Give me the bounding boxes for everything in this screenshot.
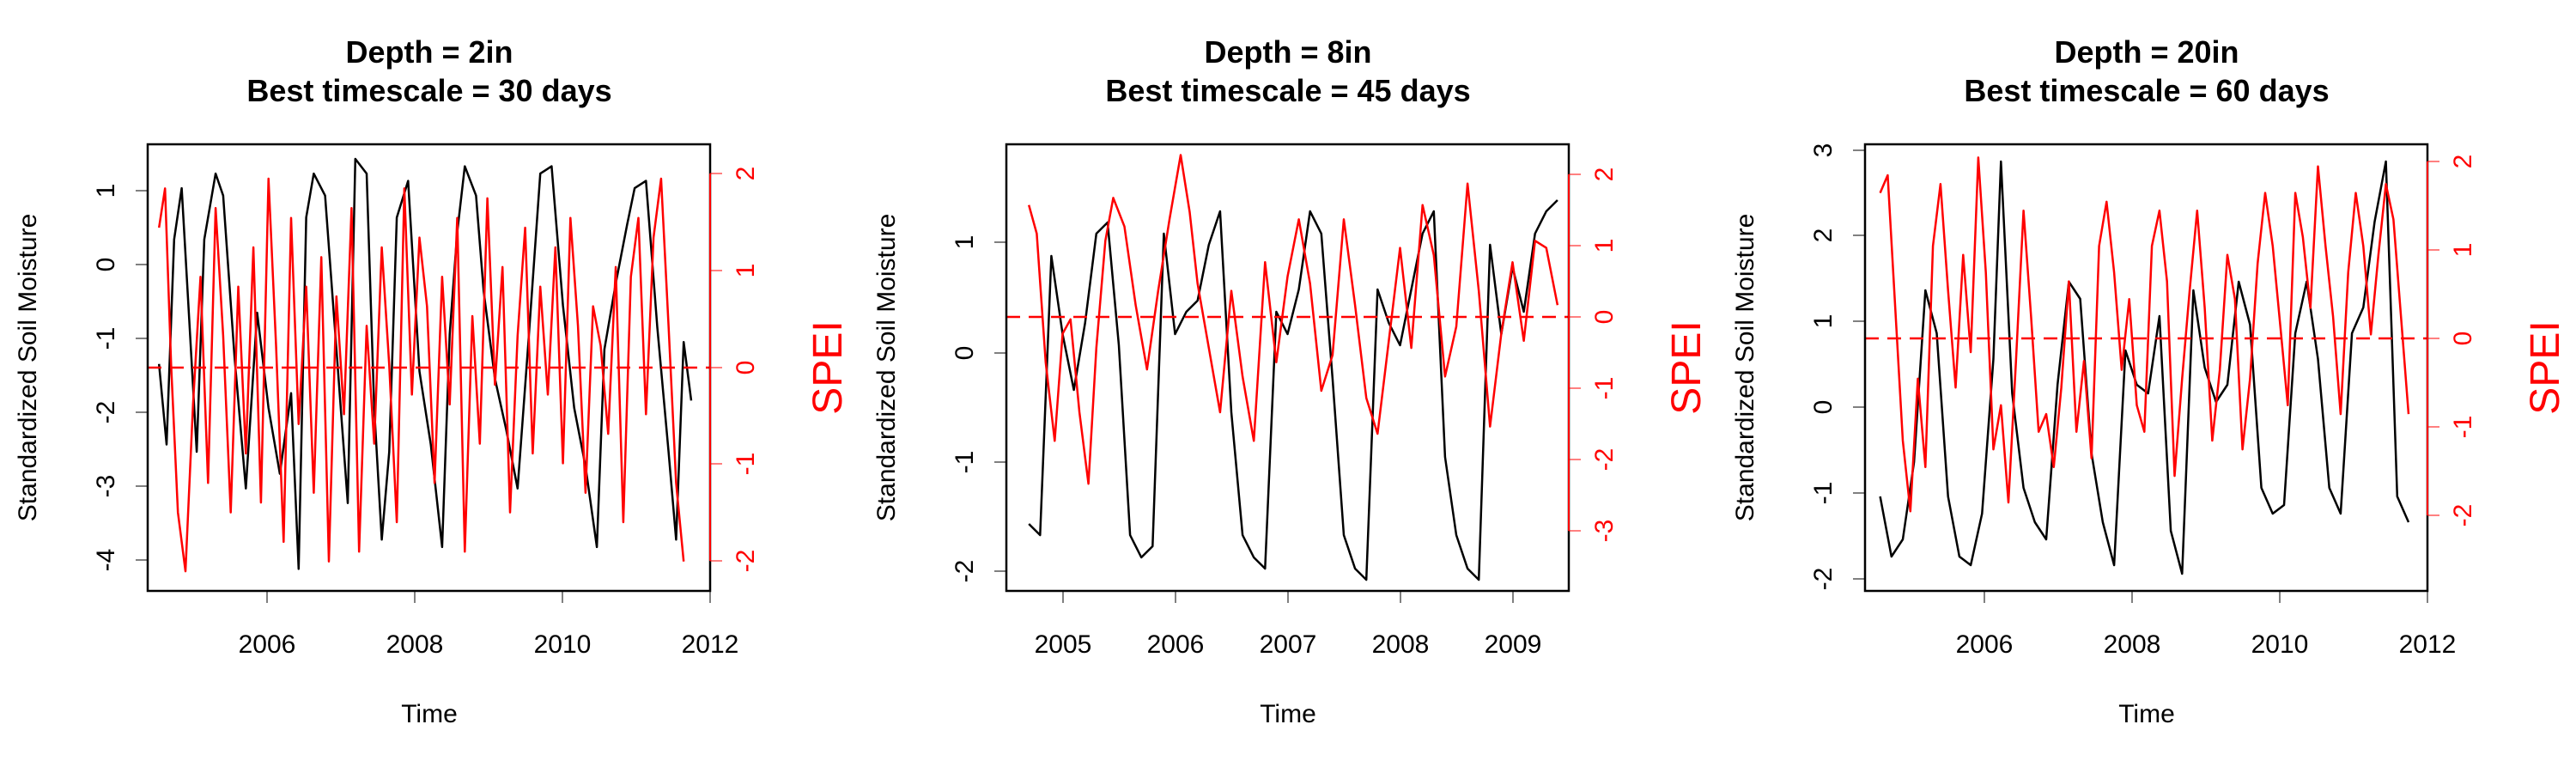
panel-2-right-tick-label: 1 (1590, 239, 1619, 253)
panel-3-right-tick-label: 2 (2449, 155, 2477, 169)
panel-1-left-tick-label: -3 (92, 475, 120, 498)
panel-3-left-tick-label: -2 (1809, 568, 1838, 591)
panel-1-right-tick-label: 0 (732, 361, 760, 375)
panel-2: Depth = 8in Best timescale = 45 days -2 … (872, 34, 1710, 728)
panel-2-x-axis-label: Time (1260, 700, 1316, 728)
panel-2-left-tick-label: -2 (951, 560, 979, 583)
panel-3-right-tick-label: -2 (2449, 504, 2477, 527)
panel-3-left-tick-label: 2 (1809, 228, 1838, 243)
panel-2-series-layer (1027, 154, 1559, 581)
panel-1-x-tick-label: 2012 (682, 630, 739, 659)
panel-1-left-tick-label: 0 (92, 258, 120, 272)
panel-3-title-line1: Depth = 20in (2054, 34, 2239, 70)
panel-1-y-axis-label: Standardized Soil Moisture (14, 214, 42, 522)
panel-2-x-tick-label: 2008 (1372, 630, 1430, 659)
panel-2-left-tick-label: 0 (951, 346, 979, 361)
panel-3: Depth = 20in Best timescale = 60 days -2… (1731, 34, 2568, 728)
panel-2-x-tick-label: 2009 (1485, 630, 1542, 659)
panel-3-spei-axis-label: SPEI (2523, 320, 2568, 414)
panel-2-spei-series-line (1027, 154, 1559, 485)
panel-3-x-tick-label: 2008 (2104, 630, 2161, 659)
panel-3-x-axis-label: Time (2118, 700, 2175, 728)
panel-2-x-tick-label: 2006 (1147, 630, 1205, 659)
panel-1-left-tick-label: -4 (92, 549, 120, 572)
panel-3-x-tick-label: 2006 (1956, 630, 2014, 659)
panel-2-right-tick-label: 0 (1590, 310, 1619, 325)
panel-2-right-tick-label: 2 (1590, 167, 1619, 182)
panel-1-spei-series-line (157, 177, 685, 573)
panel-3-title-line2: Best timescale = 60 days (1964, 73, 2329, 108)
panel-1-x-axis-label: Time (401, 700, 458, 728)
panel-3-series-layer (1879, 156, 2410, 575)
panel-3-x-tick-label: 2010 (2251, 630, 2309, 659)
panel-2-x-tick-label: 2005 (1035, 630, 1092, 659)
panel-1-left-tick-label: -2 (92, 401, 120, 424)
panel-3-left-tick-label: 3 (1809, 143, 1838, 158)
panel-2-left-tick-label: -1 (951, 451, 979, 474)
panel-2-x-tick-label: 2007 (1260, 630, 1317, 659)
panel-1-right-tick-label: -1 (732, 453, 760, 476)
panel-3-y-axis-label: Standardized Soil Moisture (1731, 214, 1759, 522)
panel-3-right-tick-label: 1 (2449, 243, 2477, 258)
panel-2-left-tick-label: 1 (951, 235, 979, 250)
panel-3-spei-series-line (1879, 156, 2410, 513)
panel-2-spei-axis-label: SPEI (1664, 320, 1710, 414)
panel-3-x-tick-label: 2012 (2399, 630, 2457, 659)
panel-3-left-tick-label: 0 (1809, 400, 1838, 415)
panel-1-series-layer (157, 157, 693, 573)
panel-1-title-line2: Best timescale = 30 days (246, 73, 611, 108)
panel-3-left-tick-label: 1 (1809, 314, 1838, 329)
panel-1-title-line1: Depth = 2in (345, 34, 513, 70)
panel-2-title-line2: Best timescale = 45 days (1105, 73, 1470, 108)
panel-2-title-line1: Depth = 8in (1204, 34, 1371, 70)
panel-1-x-tick-label: 2010 (534, 630, 592, 659)
panel-3-soil-moisture-series-line (1879, 160, 2410, 575)
panel-2-right-tick-label: -2 (1590, 448, 1619, 472)
panel-3-right-tick-label: 0 (2449, 332, 2477, 346)
panel-1-x-tick-label: 2006 (239, 630, 296, 659)
panel-2-right-tick-label: -3 (1590, 520, 1619, 543)
panel-1-spei-axis-label: SPEI (805, 320, 851, 414)
panel-1-right-tick-label: 2 (732, 167, 760, 181)
panel-1-x-tick-label: 2008 (386, 630, 444, 659)
panel-1-left-tick-label: 1 (92, 184, 120, 198)
panel-3-left-tick-label: -1 (1809, 482, 1838, 505)
panel-2-right-tick-label: -1 (1590, 377, 1619, 400)
panel-2-y-axis-label: Standardized Soil Moisture (872, 214, 901, 522)
panel-3-right-tick-label: -1 (2449, 416, 2477, 439)
panel-1-right-tick-label: 1 (732, 264, 760, 278)
panel-1-right-tick-label: -2 (732, 550, 760, 573)
panel-2-soil-moisture-series-line (1028, 199, 1558, 581)
panel-1: Depth = 2in Best timescale = 30 days -4 … (14, 34, 851, 728)
panel-1-left-tick-label: -1 (92, 327, 120, 350)
